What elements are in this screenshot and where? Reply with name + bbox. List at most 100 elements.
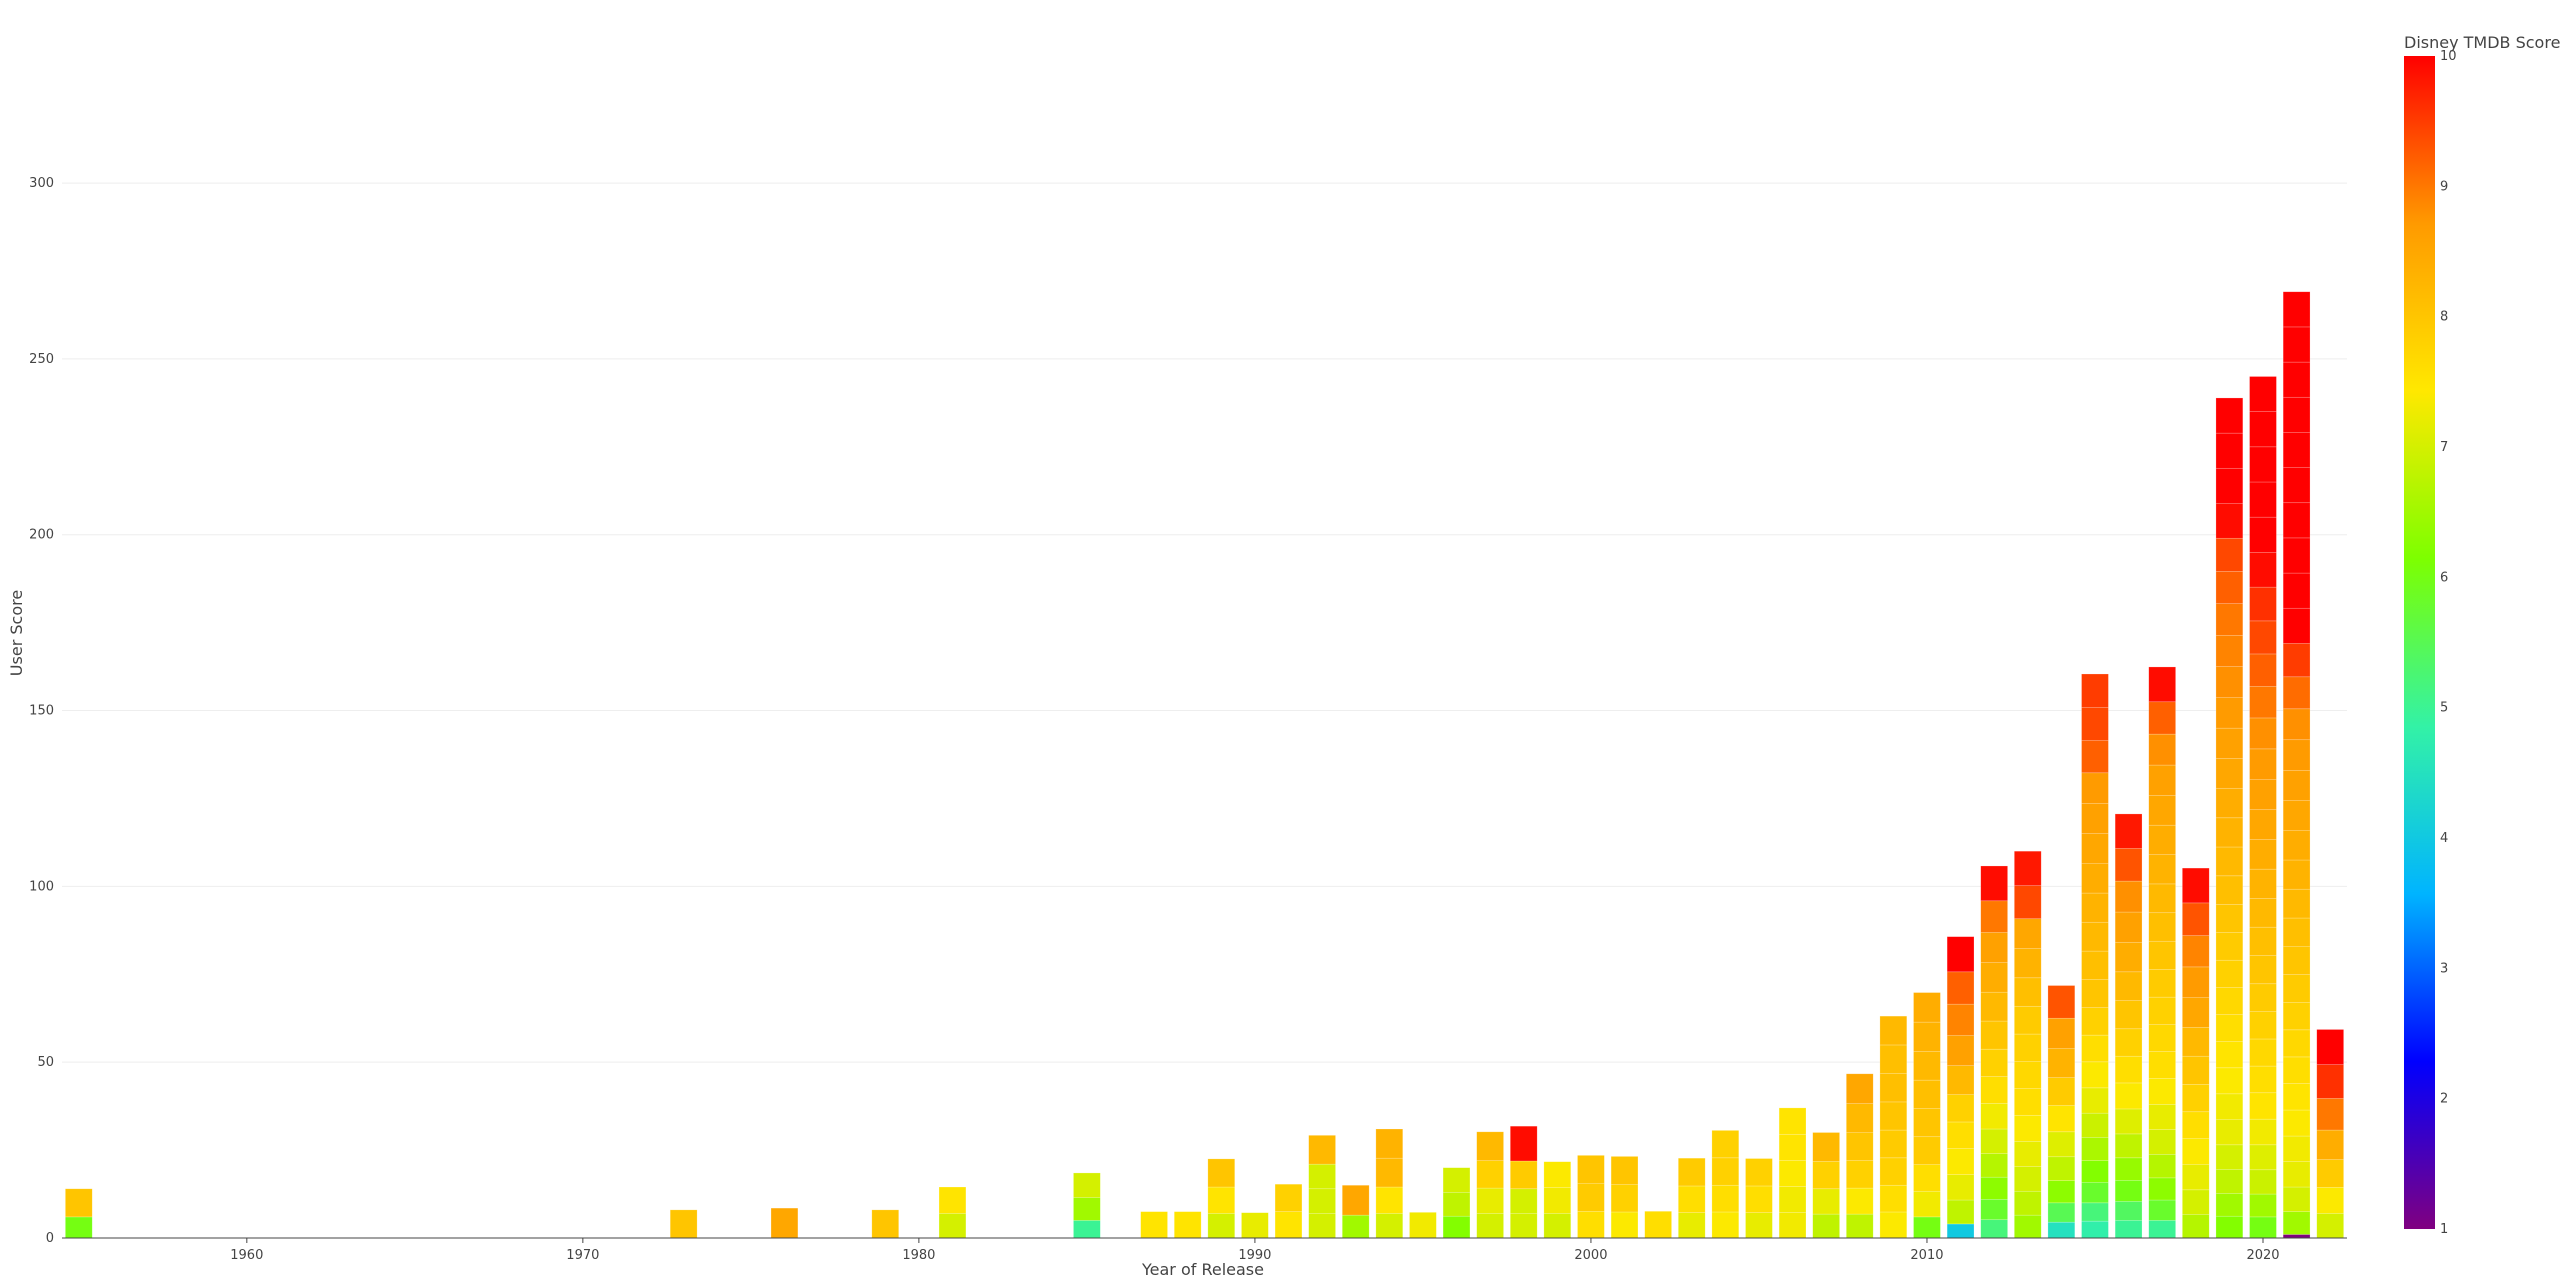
bar-segment[interactable] [2282,1029,2311,1058]
bar-segment[interactable] [2014,1088,2042,1116]
bar-segment[interactable] [2047,985,2076,1019]
bar-segment[interactable] [1678,1212,1706,1239]
bar-segment[interactable] [2114,1133,2143,1159]
bar-segment[interactable] [1946,1148,1975,1176]
bar-segment[interactable] [2316,1064,2344,1099]
bar-segment[interactable] [2014,948,2042,979]
bar-segment[interactable] [1980,1153,2008,1178]
bar-segment[interactable] [1140,1211,1168,1239]
bar-segment[interactable] [2047,1221,2076,1239]
bar-segment[interactable] [1946,1223,1975,1239]
bar-segment[interactable] [2114,1000,2143,1030]
bar-segment[interactable] [2014,1114,2042,1142]
bar-segment[interactable] [1610,1184,1639,1213]
bar-segment[interactable] [2014,918,2042,949]
bar-segment[interactable] [1879,1157,1908,1186]
bar-segment[interactable] [1879,1129,1908,1159]
bar-segment[interactable] [2249,955,2277,985]
bar-segment[interactable] [2014,1141,2042,1167]
bar-segment[interactable] [2215,697,2244,729]
bar-segment[interactable] [1980,1076,2008,1104]
bar-segment[interactable] [1375,1186,1404,1214]
bar-segment[interactable] [2249,748,2277,780]
bar-segment[interactable] [2282,859,2311,890]
bar-segment[interactable] [1308,1135,1336,1165]
bar-segment[interactable] [1778,1212,1807,1239]
bar-segment[interactable] [2215,1093,2244,1120]
bar-segment[interactable] [2114,1157,2143,1181]
bar-segment[interactable] [1745,1212,1773,1239]
bar-segment[interactable] [2282,537,2311,574]
bar-segment[interactable] [2148,1154,2176,1179]
bar-segment[interactable] [1577,1183,1605,1212]
bar-segment[interactable] [1846,1132,1874,1161]
bar-segment[interactable] [2282,946,2311,975]
bar-segment[interactable] [2282,1083,2311,1111]
bar-segment[interactable] [2282,708,2311,741]
bar-segment[interactable] [2249,1169,2277,1195]
bar-segment[interactable] [2215,503,2244,539]
bar-segment[interactable] [1778,1160,1807,1187]
bar-segment[interactable] [1509,1160,1538,1190]
bar-segment[interactable] [2081,1007,2109,1036]
bar-segment[interactable] [2215,1119,2244,1146]
bar-segment[interactable] [2215,959,2244,988]
bar-segment[interactable] [2249,898,2277,928]
bar-segment[interactable] [1308,1213,1336,1239]
bar-segment[interactable] [669,1209,698,1239]
bar-segment[interactable] [1913,992,1941,1023]
bar-segment[interactable] [2215,758,2244,789]
bar-segment[interactable] [1207,1213,1236,1239]
bar-segment[interactable] [2182,935,2210,968]
bar-segment[interactable] [1375,1157,1404,1188]
bar-segment[interactable] [1846,1160,1874,1189]
bar-segment[interactable] [2182,1084,2210,1113]
bar-segment[interactable] [1946,1199,1975,1225]
bar-segment[interactable] [2249,1118,2277,1146]
bar-segment[interactable] [1375,1128,1404,1159]
bar-segment[interactable] [2114,848,2143,882]
bar-segment[interactable] [2148,996,2176,1025]
bar-segment[interactable] [2249,516,2277,553]
bar-segment[interactable] [2282,974,2311,1003]
bar-segment[interactable] [1644,1210,1672,1239]
bar-segment[interactable] [2114,1180,2143,1202]
bar-segment[interactable] [2148,1078,2176,1105]
bar-segment[interactable] [938,1186,967,1214]
bar-segment[interactable] [1980,865,2008,902]
bar-segment[interactable] [2215,1041,2244,1069]
bar-segment[interactable] [1678,1185,1706,1213]
bar-segment[interactable] [2081,1220,2109,1239]
bar-segment[interactable] [2215,787,2244,819]
bar-segment[interactable] [1980,1103,2008,1130]
bar-segment[interactable] [2148,1051,2176,1079]
bar-segment[interactable] [2014,1166,2042,1192]
bar-segment[interactable] [1879,1015,1908,1046]
bar-segment[interactable] [2148,764,2176,796]
bar-segment[interactable] [2249,586,2277,622]
bar-segment[interactable] [2014,1190,2042,1216]
bar-segment[interactable] [2316,1129,2344,1160]
bar-segment[interactable] [1543,1213,1572,1239]
bar-segment[interactable] [1543,1187,1572,1214]
bar-segment[interactable] [1745,1185,1773,1213]
bar-segment[interactable] [2148,733,2176,766]
bar-segment[interactable] [2249,868,2277,899]
bar-segment[interactable] [2215,1067,2244,1095]
bar-segment[interactable] [2014,850,2042,886]
bar-segment[interactable] [2215,1215,2244,1239]
bar-segment[interactable] [2249,620,2277,655]
bar-segment[interactable] [1879,1101,1908,1131]
bar-segment[interactable] [2282,1109,2311,1137]
bar-segment[interactable] [1207,1186,1236,1214]
bar-segment[interactable] [2249,779,2277,811]
bar-segment[interactable] [1846,1213,1874,1239]
bar-segment[interactable] [2081,772,2109,804]
bar-segment[interactable] [1509,1125,1538,1162]
bar-segment[interactable] [2148,940,2176,970]
bar-segment[interactable] [1913,1136,1941,1165]
bar-segment[interactable] [1711,1184,1740,1213]
bar-segment[interactable] [1846,1103,1874,1133]
bar-segment[interactable] [1946,1065,1975,1095]
bar-segment[interactable] [2047,1131,2076,1158]
